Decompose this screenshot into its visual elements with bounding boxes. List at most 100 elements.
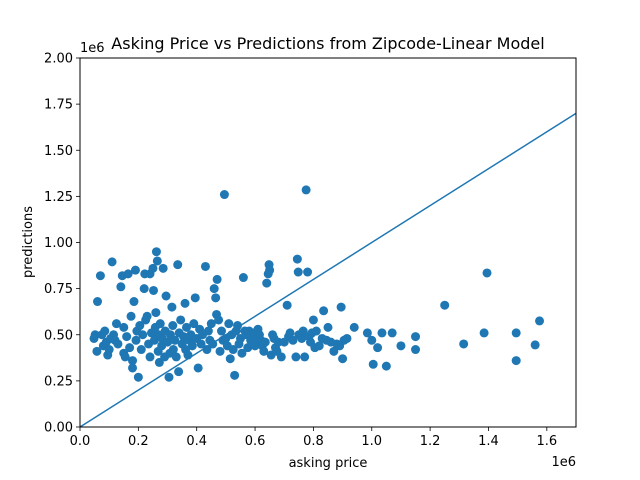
y-tick-label: 1.50 xyxy=(44,144,73,159)
data-point xyxy=(535,316,545,326)
data-point xyxy=(314,341,324,351)
data-point xyxy=(93,297,103,307)
data-point xyxy=(237,348,247,358)
x-axis-ticks: 0.0 0.2 0.4 0.6 0.8 1.0 1.2 1.4 1.6 xyxy=(70,427,557,449)
data-point xyxy=(250,341,260,351)
data-point xyxy=(151,308,161,318)
data-point xyxy=(411,332,421,342)
data-point xyxy=(202,345,212,355)
data-point xyxy=(300,352,310,362)
data-point xyxy=(113,339,123,349)
x-tick-label: 1.2 xyxy=(420,434,441,449)
data-point xyxy=(206,319,216,329)
data-point xyxy=(200,261,210,271)
data-point xyxy=(170,335,180,345)
data-point xyxy=(209,284,219,294)
y-tick-label: 0.75 xyxy=(44,282,73,297)
data-point xyxy=(135,321,145,331)
data-point xyxy=(180,298,190,308)
x-tick-label: 1.4 xyxy=(478,434,499,449)
data-point xyxy=(181,322,191,332)
x-tick-label: 0.8 xyxy=(303,434,324,449)
y-tick-label: 0.00 xyxy=(44,421,73,436)
data-point xyxy=(133,372,143,382)
data-point xyxy=(511,356,521,366)
data-point xyxy=(193,363,203,373)
data-point xyxy=(238,273,248,283)
data-point xyxy=(440,300,450,310)
data-point xyxy=(125,343,135,353)
data-point xyxy=(336,302,346,312)
data-point xyxy=(228,345,238,355)
data-point xyxy=(189,319,199,329)
data-point xyxy=(148,263,158,273)
data-point xyxy=(288,335,298,345)
data-point xyxy=(387,328,397,338)
data-point xyxy=(168,345,178,355)
axes-frame xyxy=(79,57,577,428)
data-point xyxy=(90,330,100,340)
data-point xyxy=(373,343,383,353)
data-point xyxy=(301,185,311,195)
data-point xyxy=(149,285,159,295)
data-point xyxy=(176,315,186,325)
x-tick-label: 0.0 xyxy=(70,434,91,449)
data-point xyxy=(130,265,140,275)
data-point xyxy=(329,346,339,356)
data-point xyxy=(291,352,301,362)
y-axis-label: predictions xyxy=(21,206,36,278)
data-point xyxy=(164,372,174,382)
data-point xyxy=(187,341,197,351)
chart-title: Asking Price vs Predictions from Zipcode… xyxy=(111,34,544,53)
x-tick-label: 1.0 xyxy=(361,434,382,449)
data-point xyxy=(530,340,540,350)
y-tick-label: 2.00 xyxy=(44,52,73,67)
data-point xyxy=(163,337,173,347)
data-point xyxy=(104,345,114,355)
data-point xyxy=(282,300,292,310)
data-point xyxy=(293,267,303,277)
data-point xyxy=(151,247,161,257)
data-point xyxy=(214,315,224,325)
data-point xyxy=(100,326,110,336)
data-point xyxy=(107,257,117,267)
data-point xyxy=(168,321,178,331)
data-point xyxy=(224,319,234,329)
data-point xyxy=(215,346,225,356)
data-point xyxy=(459,339,469,349)
data-points xyxy=(89,185,545,382)
y-tick-label: 1.75 xyxy=(44,98,73,113)
data-point xyxy=(367,335,377,345)
data-point xyxy=(128,363,138,373)
x-axis-offset-label: 1e6 xyxy=(551,455,576,470)
data-point xyxy=(129,297,139,307)
data-point xyxy=(136,345,146,355)
data-point xyxy=(368,359,378,369)
data-point xyxy=(319,306,329,316)
data-point xyxy=(285,328,295,338)
data-point xyxy=(259,346,269,356)
data-point xyxy=(92,346,102,356)
data-point xyxy=(95,271,105,281)
data-point xyxy=(131,335,141,345)
data-point xyxy=(265,265,275,275)
data-point xyxy=(174,367,184,377)
data-point xyxy=(338,354,348,364)
data-point xyxy=(145,352,155,362)
data-point xyxy=(411,345,421,355)
data-point xyxy=(260,337,270,347)
data-point xyxy=(276,352,286,362)
y-axis-ticks: 0.00 0.25 0.50 0.75 1.00 1.25 1.50 1.75 2.00 xyxy=(44,52,80,436)
data-point xyxy=(120,352,130,362)
data-point xyxy=(311,326,321,336)
x-tick-label: 0.6 xyxy=(245,434,266,449)
data-point xyxy=(152,256,162,266)
data-point xyxy=(122,332,132,342)
y-tick-label: 0.50 xyxy=(44,328,73,343)
x-axis-label: asking price xyxy=(289,456,368,471)
data-point xyxy=(362,328,372,338)
data-point xyxy=(158,263,168,273)
data-point xyxy=(203,326,213,336)
data-point xyxy=(116,282,126,292)
